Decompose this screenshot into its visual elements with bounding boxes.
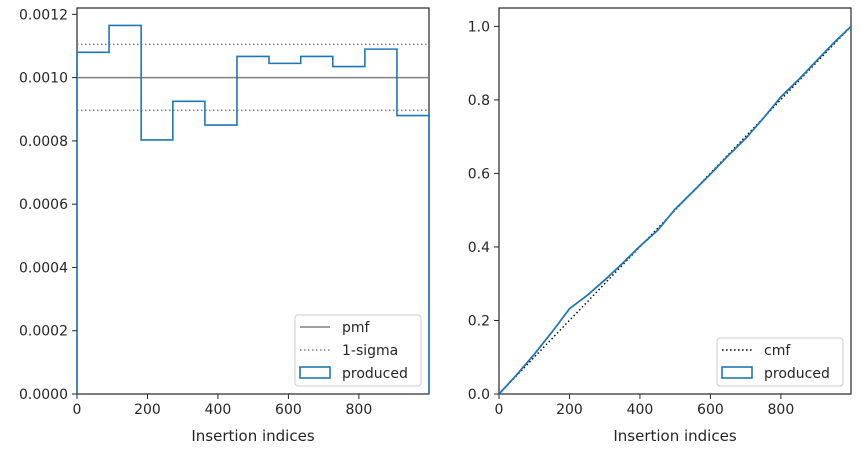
y-tick-label: 0.0008 xyxy=(19,134,68,150)
x-tick-label: 200 xyxy=(134,402,161,418)
x-tick-label: 600 xyxy=(697,402,724,418)
y-tick-label: 0.2 xyxy=(468,313,490,329)
y-tick-label: 0.0 xyxy=(468,387,490,403)
x-tick-label: 0 xyxy=(495,402,504,418)
legend: pmf 1-sigma produced xyxy=(294,314,422,387)
x-axis-ticks: 0 200 400 600 800 xyxy=(73,394,373,418)
x-tick-label: 800 xyxy=(346,402,373,418)
y-tick-label: 0.0010 xyxy=(19,71,68,87)
x-tick-label: 400 xyxy=(627,402,654,418)
x-tick-label: 800 xyxy=(768,402,795,418)
y-axis-ticks: 0.0000 0.0002 0.0004 0.0006 0.0008 0.0010 0.00… xyxy=(19,7,77,403)
x-tick-label: 0 xyxy=(73,402,82,418)
y-axis-ticks: 0.0 0.2 0.4 0.6 0.8 1.0 xyxy=(468,19,499,403)
legend-produced-label: produced xyxy=(764,366,830,382)
legend: cmf produced xyxy=(716,337,844,387)
y-tick-label: 0.0004 xyxy=(19,260,68,276)
x-tick-label: 600 xyxy=(275,402,302,418)
y-tick-label: 0.6 xyxy=(468,166,490,182)
legend-produced-swatch xyxy=(299,366,331,379)
x-tick-label: 200 xyxy=(556,402,583,418)
x-axis-ticks: 0 200 400 600 800 xyxy=(495,394,795,418)
legend-1-sigma-label: 1-sigma xyxy=(342,343,398,359)
y-tick-label: 0.4 xyxy=(468,240,490,256)
cmf-panel: 0 200 400 600 800 0.0 0.2 0.4 0.6 0.8 1.0 Inserti… xyxy=(468,7,852,445)
legend-box xyxy=(716,337,844,387)
x-axis-label: Insertion indices xyxy=(191,427,314,445)
y-tick-label: 0.0012 xyxy=(19,7,68,23)
y-tick-label: 0.0006 xyxy=(19,197,68,213)
legend-box xyxy=(294,314,422,387)
plot-frame xyxy=(498,7,852,395)
cmf-line xyxy=(498,25,852,395)
x-tick-label: 400 xyxy=(205,402,232,418)
y-tick-label: 0.0000 xyxy=(19,387,68,403)
legend-produced-swatch xyxy=(721,366,753,379)
legend-produced-label: produced xyxy=(342,366,408,382)
legend-cmf-label: cmf xyxy=(764,343,791,359)
pmf-histogram-panel: 0 200 400 600 800 0.00000.00020.00040.00060.… xyxy=(19,7,430,445)
y-tick-label: 1.0 xyxy=(468,19,490,35)
legend-pmf-label: pmf xyxy=(342,320,371,336)
produced-cumulative-line xyxy=(498,25,852,395)
x-axis-label: Insertion indices xyxy=(613,427,736,445)
produced-step-line xyxy=(76,24,430,394)
y-tick-label: 0.0002 xyxy=(19,324,68,340)
reference-lines xyxy=(77,43,429,111)
y-tick-label: 0.8 xyxy=(468,93,490,109)
